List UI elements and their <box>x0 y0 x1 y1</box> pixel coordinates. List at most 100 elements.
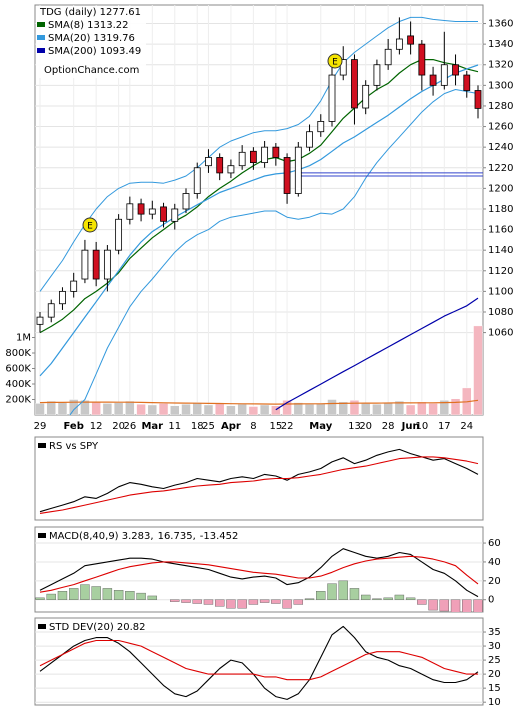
histogram-bar <box>35 597 45 600</box>
y-tick-label: 40 <box>488 557 501 568</box>
y-tick-label: 25 <box>488 655 501 666</box>
legend-label: RS vs SPY <box>49 441 99 452</box>
histogram-bar <box>248 599 259 605</box>
histogram-bar <box>383 597 393 600</box>
legend-swatch <box>38 624 46 629</box>
earnings-marker: E <box>327 53 343 69</box>
candle-body <box>261 146 269 164</box>
histogram-bar <box>203 599 214 605</box>
x-tick-label: Mar <box>141 421 163 432</box>
volume-bar <box>226 405 236 415</box>
volume-bar <box>428 403 438 415</box>
candle-body <box>339 59 347 76</box>
volume-bar <box>203 404 214 415</box>
legend-swatch <box>38 443 46 448</box>
histogram-bar <box>304 598 315 600</box>
legend-label: 16.735, <box>158 531 196 542</box>
moving-average <box>275 297 479 411</box>
volume-bar <box>293 402 304 415</box>
candle-body <box>395 38 403 50</box>
y-tick-label: 1320 <box>488 60 513 71</box>
candle-body <box>137 203 145 215</box>
histogram-bar <box>394 594 405 600</box>
legend-label: SMA(200) 1093.49 <box>48 46 141 57</box>
candle-body <box>373 64 381 86</box>
candle-body <box>227 165 235 174</box>
candle-body <box>306 131 313 148</box>
candle-body <box>205 157 212 167</box>
band-lower <box>69 89 479 415</box>
legend-swatch <box>38 533 46 538</box>
candle-body <box>160 206 167 222</box>
band-upper <box>39 16 478 292</box>
volume-bar <box>473 325 483 415</box>
candle-body <box>351 59 358 109</box>
x-tick-label: May <box>309 421 332 432</box>
y-tick-label: 1140 <box>488 245 513 256</box>
candle-body <box>362 84 370 109</box>
volume-bar <box>46 400 56 415</box>
candle-body <box>216 157 224 174</box>
volume-bar <box>68 399 79 415</box>
rs-plot <box>39 448 479 514</box>
histogram-bar <box>473 599 483 612</box>
x-tick-label: 20 <box>359 421 372 432</box>
histogram-bar <box>91 586 101 600</box>
candle-body <box>272 146 280 158</box>
indicator-line <box>39 555 479 593</box>
labels: 1060108011001120114011601180120012201240… <box>5 6 513 706</box>
histogram-bar <box>327 583 337 600</box>
y-tick-label: 0 <box>488 595 494 606</box>
candle-body <box>384 48 392 66</box>
y-tick-label: 1100 <box>488 286 513 297</box>
candle-body <box>328 74 336 122</box>
histogram-bar <box>450 599 461 612</box>
volume-bar <box>316 403 326 415</box>
x-tick-label: 17 <box>438 421 451 432</box>
volume-bar <box>439 400 450 415</box>
candle-body <box>418 43 426 76</box>
candle-body <box>70 280 78 292</box>
volume-tick-label: 400K <box>5 379 31 390</box>
legend-swatch <box>37 48 45 53</box>
x-tick-label: 29 <box>34 421 47 432</box>
legend-label: STD DEV(20) 20.82 <box>49 622 146 633</box>
candle-body <box>452 64 459 76</box>
y-tick-label: 15 <box>488 683 501 694</box>
volume-tick-label: 800K <box>5 348 31 359</box>
earnings-marker: E <box>82 217 98 233</box>
volume-bar <box>372 403 382 415</box>
volume-bar <box>394 400 405 415</box>
moving-average <box>39 64 479 377</box>
histogram-bar <box>136 592 146 600</box>
volume-tick-label: 200K <box>5 394 31 405</box>
legend-label: MACD(8,40,9) 3.283, <box>49 531 154 542</box>
marker-text: E <box>332 58 338 68</box>
rs-panel <box>34 436 484 521</box>
x-tick-label: 26 <box>123 421 136 432</box>
volume-bar <box>405 404 416 415</box>
volume-tick-label: 600K <box>5 363 31 374</box>
volume-bar <box>282 400 292 415</box>
candle-body <box>103 249 111 280</box>
histogram-bar <box>102 588 113 600</box>
volume-bar <box>327 399 337 415</box>
legend-label: SMA(8) 1313.22 <box>48 20 129 31</box>
x-tick-label: Apr <box>221 421 241 432</box>
volume-bar <box>338 401 348 415</box>
y-tick-label: 1240 <box>488 142 513 153</box>
histogram-bar <box>282 599 292 609</box>
volume-bar <box>450 398 461 415</box>
volume-bar <box>181 403 191 415</box>
histogram-bar <box>68 588 79 600</box>
indicator-line <box>39 456 479 514</box>
volume-bar <box>360 403 371 415</box>
candle-body <box>193 167 201 194</box>
volume-bar <box>170 405 180 415</box>
volume-bar <box>214 403 225 415</box>
histogram-bar <box>181 599 191 603</box>
volume-bar <box>102 403 113 415</box>
histogram-bar <box>57 591 68 600</box>
x-tick-label: 18 <box>191 421 204 432</box>
volume-bar <box>237 403 247 415</box>
